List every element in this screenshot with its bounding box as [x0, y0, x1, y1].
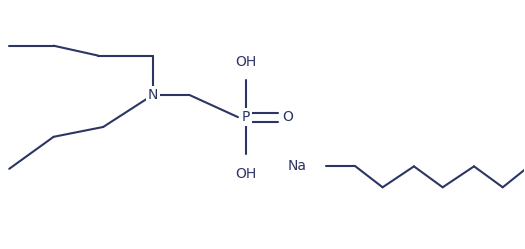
Text: O: O: [282, 110, 293, 124]
Text: P: P: [242, 110, 250, 124]
Text: OH: OH: [235, 55, 256, 69]
Text: OH: OH: [235, 167, 256, 181]
Text: Na: Na: [288, 159, 307, 173]
Text: N: N: [148, 88, 158, 102]
